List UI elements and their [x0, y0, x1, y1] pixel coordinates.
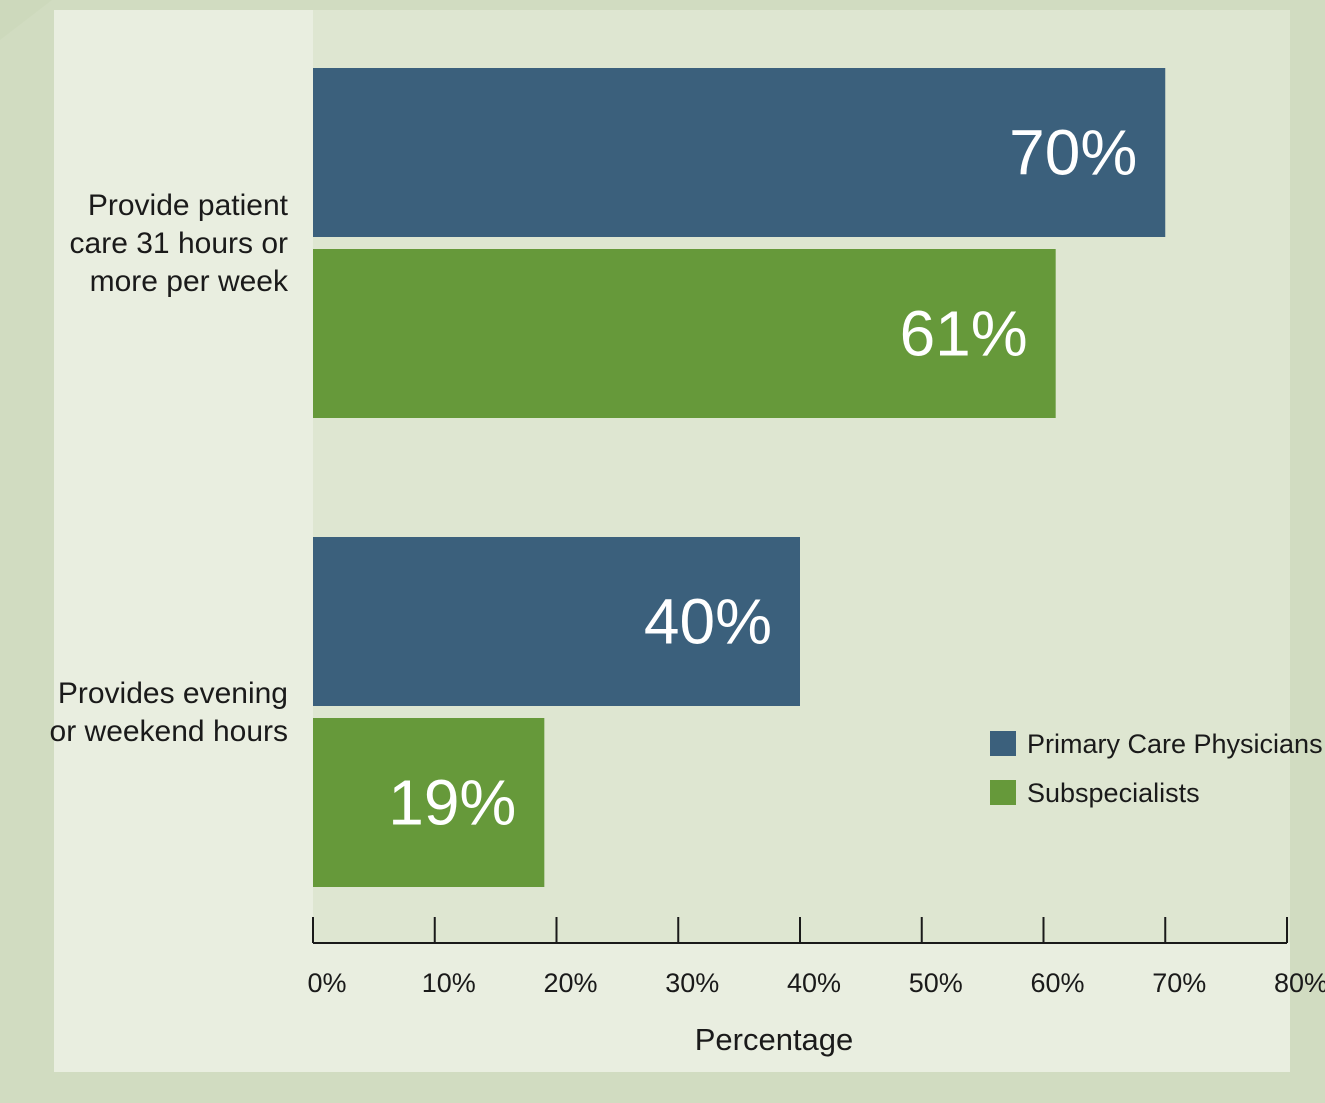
x-tick-label: 10% — [422, 968, 476, 998]
bar-value-label: 61% — [900, 298, 1028, 370]
bar-value-label: 40% — [644, 586, 772, 658]
x-tick-label: 30% — [665, 968, 719, 998]
bar-subspecialists-0 — [313, 249, 1056, 418]
legend: Primary Care Physicians Subspecialists — [990, 729, 1323, 808]
bar-primary-care-0 — [313, 68, 1166, 237]
x-axis-title: Percentage — [695, 1022, 854, 1057]
x-tick-label: 80% — [1274, 968, 1325, 998]
bar-subspecialists-1 — [313, 718, 545, 887]
category-label-line: Provides evening — [58, 677, 288, 710]
x-tick-label: 70% — [1152, 968, 1206, 998]
category-label-line: care 31 hours or — [70, 227, 288, 260]
legend-swatch — [990, 731, 1016, 756]
x-tick-label: 60% — [1030, 968, 1084, 998]
bar-value-label: 19% — [388, 767, 516, 839]
x-tick-label: 40% — [787, 968, 841, 998]
bars-group — [313, 68, 1166, 887]
category-labels-group: Provide patient care 31 hours or more per … — [50, 189, 289, 748]
data-labels-group: 70% 61% 40% 19% — [388, 117, 1137, 839]
x-tick-label: 0% — [307, 968, 346, 998]
legend-label: Primary Care Physicians — [1027, 729, 1323, 759]
x-tick-label: 50% — [909, 968, 963, 998]
bar-primary-care-1 — [313, 537, 800, 706]
x-axis-ticks: 0% 10% 20% 30% 40% 50% 60% 70% 80% — [307, 917, 1325, 998]
legend-label: Subspecialists — [1027, 778, 1200, 808]
bar-value-label: 70% — [1009, 117, 1137, 189]
category-label-line: Provide patient — [88, 189, 289, 222]
legend-swatch — [990, 780, 1016, 805]
category-label-line: more per week — [90, 265, 289, 298]
x-tick-label: 20% — [543, 968, 597, 998]
category-label-line: or weekend hours — [50, 715, 288, 748]
